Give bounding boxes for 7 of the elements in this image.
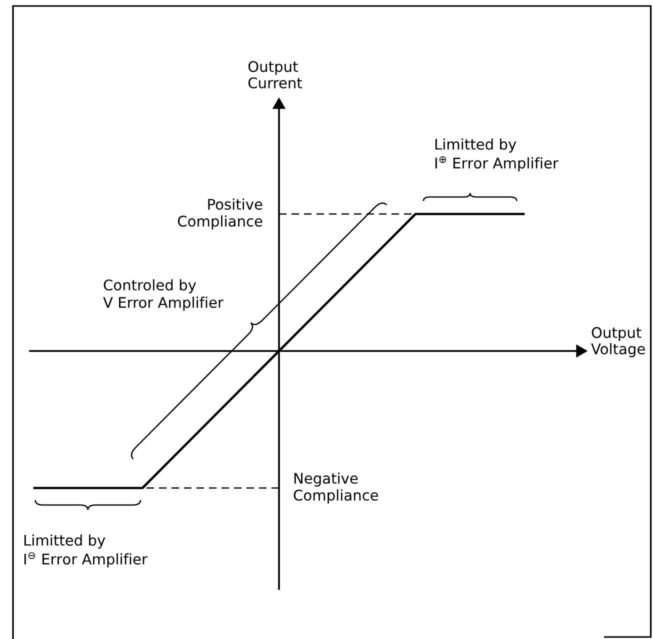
ref-line-label: Negative Compliance [294, 472, 378, 504]
x-axis-title: Output Voltage [591, 327, 645, 358]
text: Limitted by I$^{⊕}$ Error Amplifier [435, 138, 558, 172]
ref-line-label: Positive Compliance [178, 198, 262, 230]
annotation: Controled by V Error Amplifier [103, 279, 224, 311]
text: Output Current [248, 61, 302, 88]
text: Limitted by I$^{⊖}$ Error Amplifier [24, 534, 148, 568]
